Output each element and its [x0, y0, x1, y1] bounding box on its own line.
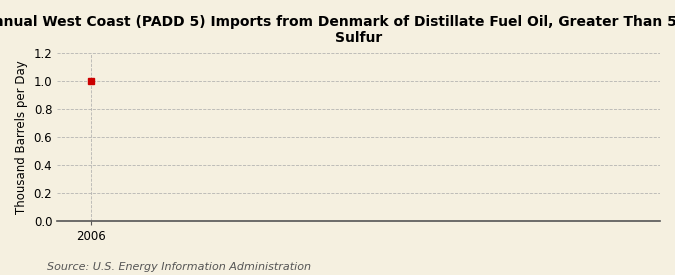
- Text: Source: U.S. Energy Information Administration: Source: U.S. Energy Information Administ…: [47, 262, 311, 272]
- Title: Annual West Coast (PADD 5) Imports from Denmark of Distillate Fuel Oil, Greater : Annual West Coast (PADD 5) Imports from …: [0, 15, 675, 45]
- Y-axis label: Thousand Barrels per Day: Thousand Barrels per Day: [15, 60, 28, 214]
